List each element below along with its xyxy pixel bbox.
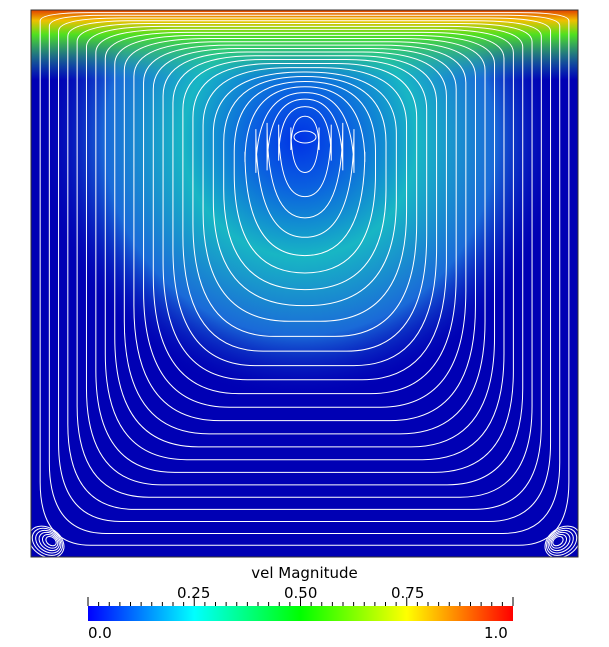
corner-streamline	[38, 531, 60, 552]
streamline	[85, 25, 524, 486]
main-vortex-glow	[31, 10, 578, 430]
streamline	[255, 92, 355, 238]
streamline	[143, 44, 467, 408]
colorbar-max-label: 1.0	[484, 624, 508, 642]
corner-streamline	[41, 533, 59, 549]
corner-streamline	[31, 525, 65, 557]
streamline	[152, 48, 457, 395]
cavity-border	[30, 9, 579, 558]
corner-vortex-right	[544, 525, 578, 557]
streamline	[114, 34, 496, 448]
corner-streamline	[45, 536, 57, 547]
vortex-core-streamline	[293, 130, 317, 144]
corner-streamline	[35, 529, 62, 554]
colorbar-min-label: 0.0	[88, 624, 112, 642]
colorbar-tick-label-2: 0.50	[284, 584, 318, 602]
corner-streamline	[544, 525, 578, 557]
streamline	[244, 86, 366, 257]
streamline	[192, 62, 418, 337]
streamline	[123, 38, 486, 435]
colorbar	[87, 597, 514, 621]
streamline	[95, 28, 514, 473]
streamline	[76, 23, 533, 498]
corner-streamline	[549, 531, 571, 552]
streamline	[290, 115, 320, 173]
colorbar-gradient	[88, 606, 513, 621]
streamlines	[39, 12, 570, 546]
streamline	[223, 76, 387, 291]
streamline	[278, 106, 332, 198]
colorbar-tick-label-3: 0.75	[391, 584, 425, 602]
corner-streamline	[552, 536, 564, 547]
corner-streamline	[547, 529, 574, 554]
streamline	[182, 58, 428, 352]
corner-vortex-left	[31, 525, 65, 557]
streamline	[266, 98, 344, 219]
streamline	[172, 55, 438, 367]
streamline	[212, 71, 397, 307]
streamline	[104, 31, 505, 461]
streamline	[48, 14, 561, 534]
corner-streamline	[550, 533, 568, 549]
velocity-field	[31, 10, 578, 557]
streamline	[162, 51, 447, 381]
streamline	[67, 20, 542, 510]
streamline	[133, 41, 476, 422]
streamline	[58, 17, 552, 522]
streamline	[202, 67, 408, 322]
colorbar-tick-label-1: 0.25	[177, 584, 211, 602]
colorbar-title: vel Magnitude	[251, 564, 358, 582]
corner-streamline	[546, 527, 578, 556]
streamline	[233, 80, 377, 274]
colorbar-ticks	[87, 597, 514, 606]
corner-streamline	[31, 527, 63, 556]
